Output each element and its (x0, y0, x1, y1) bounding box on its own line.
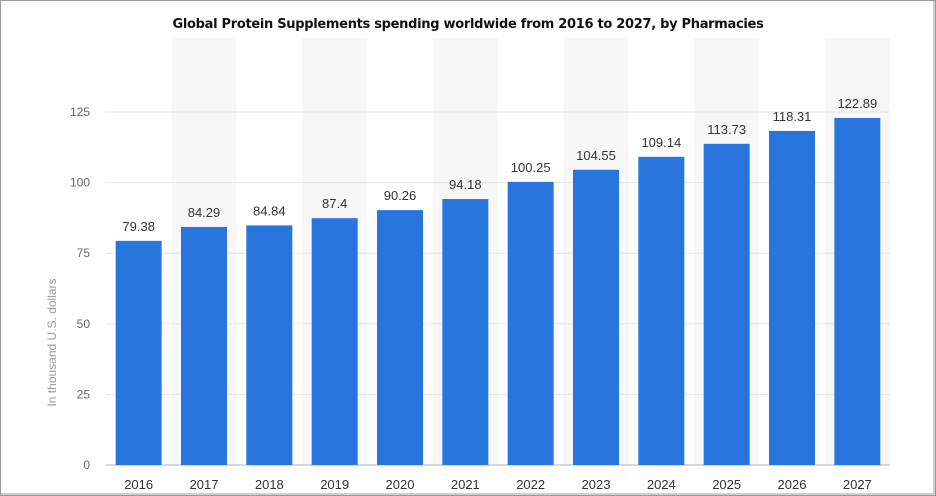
value-label-2023: 104.55 (576, 148, 616, 163)
y-tick-label: 25 (77, 387, 91, 401)
x-tick-label-2019: 2019 (320, 477, 349, 492)
value-label-2020: 90.26 (384, 188, 417, 203)
y-axis-ticks: 0 25 50 75 100 125 (70, 105, 90, 472)
bar-2021[interactable] (442, 199, 489, 465)
value-label-2022: 100.25 (511, 160, 551, 175)
bar-2016[interactable] (115, 240, 162, 465)
value-label-2016: 79.38 (122, 219, 155, 234)
bar-2025[interactable] (703, 143, 750, 465)
x-tick-label-2023: 2023 (582, 477, 611, 492)
x-tick-label-2026: 2026 (778, 477, 807, 492)
bar-2018[interactable] (246, 225, 293, 465)
x-tick-label-2021: 2021 (451, 477, 480, 492)
value-label-2021: 94.18 (449, 177, 482, 192)
y-tick-label: 125 (70, 105, 90, 119)
value-label-2018: 84.84 (253, 203, 286, 218)
bar-2020[interactable] (377, 210, 423, 465)
value-label-2019: 87.4 (322, 196, 347, 211)
bar-2022[interactable] (507, 181, 554, 466)
bars (115, 117, 881, 466)
value-label-2024: 109.14 (641, 135, 681, 150)
x-tick-label-2017: 2017 (190, 477, 219, 492)
chart-title: Global Protein Supplements spending worl… (172, 17, 764, 32)
y-tick-label: 50 (77, 317, 91, 331)
x-tick-label-2024: 2024 (647, 477, 676, 492)
x-axis-labels: 2016 2017 2018 2019 2020 2021 2022 2023 2024 2025… (124, 477, 872, 492)
value-label-2017: 84.29 (188, 205, 221, 220)
y-tick-label: 75 (77, 246, 91, 260)
x-tick-label-2025: 2025 (712, 477, 741, 492)
bar-2019[interactable] (311, 218, 358, 465)
x-tick-label-2018: 2018 (255, 477, 284, 492)
x-tick-label-2027: 2027 (843, 477, 872, 492)
value-label-2027: 122.89 (837, 96, 877, 111)
bar-2027[interactable] (834, 117, 881, 465)
y-tick-label: 100 (70, 176, 90, 190)
value-label-2026: 118.31 (773, 109, 812, 124)
x-tick-label-2022: 2022 (516, 477, 545, 492)
value-label-2025: 113.73 (707, 122, 746, 137)
bar-2023[interactable] (573, 169, 619, 465)
gridlines (106, 111, 890, 466)
bar-2017[interactable] (181, 226, 227, 465)
y-tick-label: 0 (83, 458, 90, 472)
bar-2024[interactable] (638, 156, 685, 465)
x-tick-label-2016: 2016 (124, 477, 153, 492)
bar-2026[interactable] (769, 130, 815, 465)
x-tick-label-2020: 2020 (386, 477, 415, 492)
y-axis-label: In thousand U.S. dollars (45, 278, 59, 406)
value-labels: 79.38 84.29 84.84 87.4 90.26 94.18 100.25 104.5… (122, 96, 877, 234)
